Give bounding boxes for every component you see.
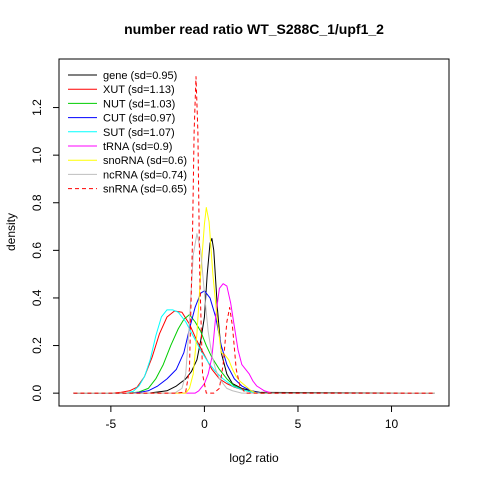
x-tick-label: -5 xyxy=(106,417,117,431)
x-axis: -5 0 5 10 xyxy=(106,405,399,431)
y-tick-label: 0.8 xyxy=(30,194,44,211)
x-axis-label: log2 ratio xyxy=(229,451,279,465)
legend-label: snRNA (sd=0.65) xyxy=(103,184,187,196)
y-tick-label: 0.0 xyxy=(30,384,44,401)
legend-label: CUT (sd=0.97) xyxy=(103,113,175,125)
series-line xyxy=(73,237,435,394)
y-tick-label: 1.2 xyxy=(30,99,44,116)
y-axis: 0.0 0.2 0.4 0.6 0.8 1.0 1.2 xyxy=(30,99,60,401)
plot-frame xyxy=(58,58,450,407)
y-tick-label: 1.0 xyxy=(30,146,44,163)
series-line xyxy=(73,233,435,394)
y-tick-label: 0.4 xyxy=(30,289,44,306)
series-line xyxy=(73,290,435,394)
legend-label: SUT (sd=1.07) xyxy=(103,127,175,139)
series-line xyxy=(73,310,435,394)
chart-title: number read ratio WT_S288C_1/upf1_2 xyxy=(124,21,384,37)
y-axis-label: density xyxy=(4,213,18,251)
legend-label: NUT (sd=1.03) xyxy=(103,98,175,110)
legend-label: gene (sd=0.95) xyxy=(103,70,177,82)
legend-label: XUT (sd=1.13) xyxy=(103,84,175,96)
legend-label: ncRNA (sd=0.74) xyxy=(103,169,187,181)
y-tick-label: 0.6 xyxy=(30,242,44,259)
series-lines xyxy=(73,76,435,394)
series-line xyxy=(73,314,435,394)
series-line xyxy=(73,283,435,394)
x-tick-label: 5 xyxy=(295,417,302,431)
series-line xyxy=(73,76,435,394)
legend: gene (sd=0.95) XUT (sd=1.13) NUT (sd=1.03)… xyxy=(68,70,187,196)
series-line xyxy=(73,309,435,394)
x-tick-label: 10 xyxy=(385,417,399,431)
y-tick-label: 0.2 xyxy=(30,337,44,354)
x-tick-label: 0 xyxy=(201,417,208,431)
legend-label: snoRNA (sd=0.6) xyxy=(103,155,187,167)
legend-label: tRNA (sd=0.9) xyxy=(103,141,172,153)
series-line xyxy=(73,207,435,394)
